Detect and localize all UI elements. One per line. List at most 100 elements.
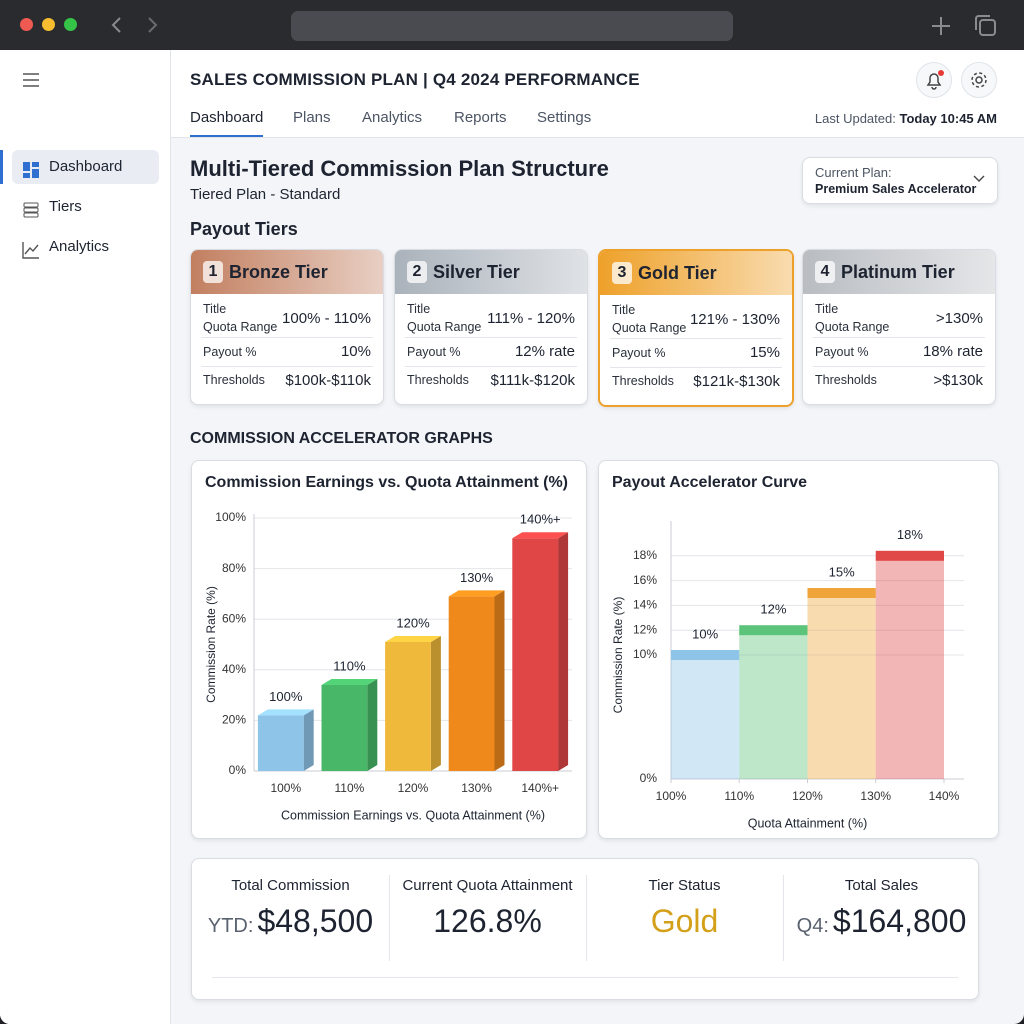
value-label: 18% — [897, 527, 923, 542]
section-title: COMMISSION ACCELERATOR GRAPHS — [190, 430, 493, 447]
tier-number: 2 — [407, 261, 427, 283]
y-tick-label: 12% — [633, 622, 657, 636]
sidebar-item[interactable]: Dashboard — [0, 150, 159, 184]
row-label: Thresholds — [203, 373, 265, 387]
row-value: 111% - 120% — [487, 310, 575, 327]
row-value: 15% — [749, 344, 780, 361]
kpi-value: Gold — [586, 903, 783, 940]
page-title: Multi-Tiered Commission Plan Structure — [190, 156, 609, 181]
plan-dropdown[interactable]: Current Plan: Premium Sales Accelerator — [802, 157, 998, 204]
y-tick-label: 80% — [222, 561, 246, 575]
kpi-number: 126.8% — [433, 903, 542, 939]
minimize-button[interactable] — [42, 18, 55, 31]
row-value: 10% — [340, 343, 371, 360]
row-label: Title — [407, 302, 431, 316]
top-bar: SALES COMMISSION PLAN | Q4 2024 PERFORMA… — [171, 50, 1024, 138]
area-segment — [739, 630, 808, 779]
kpi-prefix: YTD: — [207, 915, 254, 937]
url-bar[interactable] — [291, 11, 733, 41]
step-cap — [739, 625, 808, 636]
chart: Payout Accelerator Curve 0% 10% 12% 14% 16% 18… — [611, 474, 964, 830]
window-actions[interactable] — [928, 14, 1002, 38]
plan-label: Current Plan: — [815, 165, 892, 180]
kpi-number: Gold — [650, 903, 719, 939]
kpi-value: YTD: $48,500 — [192, 903, 389, 940]
row-label: Title — [815, 302, 839, 316]
row-divider — [813, 366, 985, 367]
sidebar-label: Analytics — [49, 238, 110, 255]
bar-top — [257, 709, 314, 716]
row-label: Quota Range — [203, 320, 278, 334]
x-axis-label: Quota Attainment (%) — [748, 816, 868, 830]
icon — [23, 162, 39, 178]
bar-top — [321, 678, 378, 685]
y-tick-label: 0% — [229, 763, 247, 777]
area-segment — [671, 655, 740, 779]
row-label: Payout % — [612, 346, 666, 360]
tab[interactable]: Analytics — [362, 109, 423, 126]
tier-card: 3 Gold Tier Title Quota Range 121% - 130% Pay… — [598, 249, 794, 407]
menu-icon[interactable] — [22, 72, 40, 88]
last-updated-label: Last Updated: — [814, 111, 896, 126]
row-value: 121% - 130% — [689, 311, 780, 328]
sidebar-icon — [22, 158, 40, 178]
kpi-number: $48,500 — [257, 903, 374, 939]
bar-annotation: 100% — [269, 689, 303, 704]
back-arrow[interactable] — [111, 17, 121, 33]
bar-top — [512, 532, 569, 539]
app-title: SALES COMMISSION PLAN | Q4 2024 PERFORMA… — [190, 70, 640, 89]
row-divider — [405, 337, 577, 338]
notifications-button[interactable] — [916, 62, 952, 98]
y-tick-label: 16% — [633, 573, 657, 587]
tier-card: 4 Platinum Tier Title Quota Range >130% Payou… — [802, 249, 996, 405]
sidebar-label: Tiers — [49, 198, 82, 215]
bar-annotation: 110% — [333, 658, 366, 673]
row-value: 100% - 110% — [282, 310, 371, 327]
bar — [321, 684, 368, 771]
new-tab-icon[interactable] — [932, 17, 950, 35]
kpi-divider — [389, 875, 390, 961]
bar — [448, 596, 495, 771]
maximize-button[interactable] — [64, 18, 77, 31]
kpi-label: Current Quota Attainment — [402, 877, 573, 894]
close-button[interactable] — [20, 18, 33, 31]
chart-title: Payout Accelerator Curve — [612, 474, 807, 491]
tab[interactable]: Plans — [293, 109, 331, 126]
kpi-prefix: Q4: — [796, 915, 829, 937]
value-label: 10% — [692, 626, 718, 641]
icon — [22, 242, 39, 259]
row-label: Payout % — [203, 345, 257, 359]
x-tick-label: 100% — [270, 781, 301, 795]
kpi-label: Total Sales — [844, 877, 919, 894]
x-tick-label: 120% — [398, 781, 429, 795]
divider — [212, 977, 958, 978]
x-tick-label: 110% — [724, 789, 754, 803]
sidebar: Dashboard Tiers Analytics — [0, 50, 171, 1024]
forward-arrow[interactable] — [148, 17, 158, 33]
sidebar-item[interactable]: Analytics — [12, 230, 159, 264]
tab[interactable]: Settings — [537, 109, 592, 126]
nav-arrows[interactable] — [105, 14, 165, 36]
tab[interactable]: Dashboard — [190, 109, 264, 137]
chart-panel: Commission Earnings vs. Quota Attainment… — [191, 460, 587, 839]
tabs-icon-back — [975, 15, 990, 30]
x-tick-label: 140% — [929, 789, 960, 803]
bell-icon — [926, 70, 944, 90]
x-tick-label: 130% — [860, 789, 891, 803]
tier-number: 4 — [815, 261, 835, 283]
browser-titlebar — [0, 0, 1024, 50]
y-tick-label: 10% — [633, 647, 657, 661]
row-divider — [405, 366, 577, 367]
y-tick-label: 40% — [222, 662, 246, 676]
sidebar-item[interactable]: Tiers — [12, 190, 159, 224]
y-tick-label: 0% — [640, 771, 658, 785]
settings-button[interactable] — [961, 62, 997, 98]
row-label: Quota Range — [815, 320, 890, 334]
tabs-icon[interactable] — [979, 19, 996, 36]
chevron-down — [973, 175, 985, 182]
bar-top — [448, 590, 505, 597]
tab[interactable]: Reports — [454, 109, 507, 126]
sidebar-icon — [22, 198, 40, 218]
y-axis-label: Commission Rate (%) — [611, 597, 625, 714]
kpi-divider — [783, 875, 784, 961]
